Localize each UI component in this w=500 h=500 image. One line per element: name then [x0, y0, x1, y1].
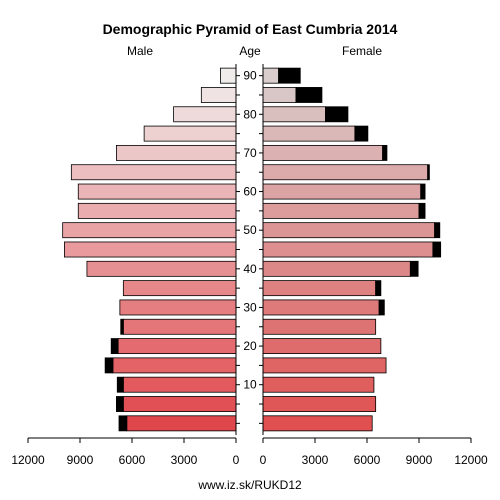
- female-excess-bar: [295, 87, 323, 103]
- male-x-tick-label: 3000: [171, 453, 198, 467]
- male-x-tick-label: 12000: [11, 453, 45, 467]
- male-bar: [122, 376, 237, 393]
- female-x-tick-label: 3000: [302, 453, 329, 467]
- male-x-tick-label: 9000: [67, 453, 94, 467]
- age-label: 60: [243, 185, 257, 199]
- female-excess-bar: [420, 183, 426, 200]
- female-bar: [262, 222, 436, 239]
- female-x-tick-label: 12000: [454, 453, 488, 467]
- female-excess-bar: [378, 299, 385, 316]
- male-bar: [117, 338, 237, 355]
- male-bar: [173, 106, 237, 123]
- female-x-tick-label: 0: [260, 453, 267, 467]
- male-bar: [86, 260, 237, 277]
- male-bar: [126, 415, 237, 432]
- male-bar: [77, 183, 237, 200]
- female-excess-bar: [354, 125, 369, 142]
- male-bar: [64, 241, 237, 258]
- female-bar: [262, 357, 387, 374]
- female-bar: [262, 260, 411, 277]
- male-bar: [112, 357, 237, 374]
- female-bar: [262, 299, 380, 316]
- age-label: 40: [243, 262, 257, 276]
- female-bar: [262, 241, 434, 258]
- female-bar: [262, 183, 422, 200]
- female-excess-bar: [409, 260, 419, 277]
- source-label: www.iz.sk/RUKD12: [197, 478, 302, 492]
- female-bar: [262, 87, 297, 103]
- age-label: 50: [243, 223, 257, 237]
- female-bar: [262, 202, 420, 219]
- age-label: 90: [243, 69, 257, 83]
- female-excess-bar: [324, 106, 349, 123]
- male-bar: [116, 144, 237, 161]
- female-bar: [262, 67, 280, 84]
- female-bar: [262, 396, 377, 412]
- male-header: Male: [127, 44, 153, 58]
- male-excess-bar: [104, 357, 114, 374]
- female-excess-bar: [434, 222, 441, 239]
- female-bar: [262, 144, 383, 161]
- male-bar: [119, 299, 237, 316]
- female-bar: [262, 164, 429, 181]
- male-bar: [143, 125, 237, 142]
- age-label: 20: [243, 339, 257, 353]
- female-excess-bar: [432, 241, 442, 258]
- male-bar: [122, 280, 237, 297]
- female-x-tick-label: 6000: [354, 453, 381, 467]
- female-excess-bar: [418, 202, 426, 219]
- female-excess-bar: [427, 164, 430, 181]
- female-x-tick-label: 9000: [406, 453, 433, 467]
- female-bar: [262, 280, 377, 297]
- male-x-tick-label: 0: [233, 453, 240, 467]
- age-label: 30: [243, 300, 257, 314]
- female-excess-bar: [278, 67, 301, 84]
- male-excess-bar: [110, 338, 119, 355]
- male-bar: [200, 87, 237, 103]
- chart-title: Demographic Pyramid of East Cumbria 2014: [103, 21, 398, 37]
- male-bar: [122, 318, 237, 335]
- female-bar: [262, 318, 377, 335]
- male-bar: [70, 164, 237, 181]
- female-bar: [262, 338, 382, 355]
- male-bar: [219, 67, 237, 84]
- male-excess-bar: [118, 415, 128, 432]
- female-bar: [262, 376, 375, 393]
- age-label: 10: [243, 378, 257, 392]
- male-excess-bar: [120, 318, 124, 335]
- male-x-tick-label: 6000: [119, 453, 146, 467]
- age-label: 80: [243, 107, 257, 121]
- male-excess-bar: [116, 376, 124, 393]
- male-bar: [122, 396, 237, 412]
- age-header: Age: [239, 44, 261, 58]
- female-excess-bar: [375, 280, 382, 297]
- age-label: 70: [243, 146, 257, 160]
- female-header: Female: [342, 44, 382, 58]
- male-bar: [77, 202, 237, 219]
- female-bar: [262, 106, 326, 123]
- female-bar: [262, 415, 373, 432]
- male-bar: [62, 222, 237, 239]
- female-bar: [262, 125, 356, 142]
- male-excess-bar: [116, 396, 124, 412]
- female-excess-bar: [382, 144, 388, 161]
